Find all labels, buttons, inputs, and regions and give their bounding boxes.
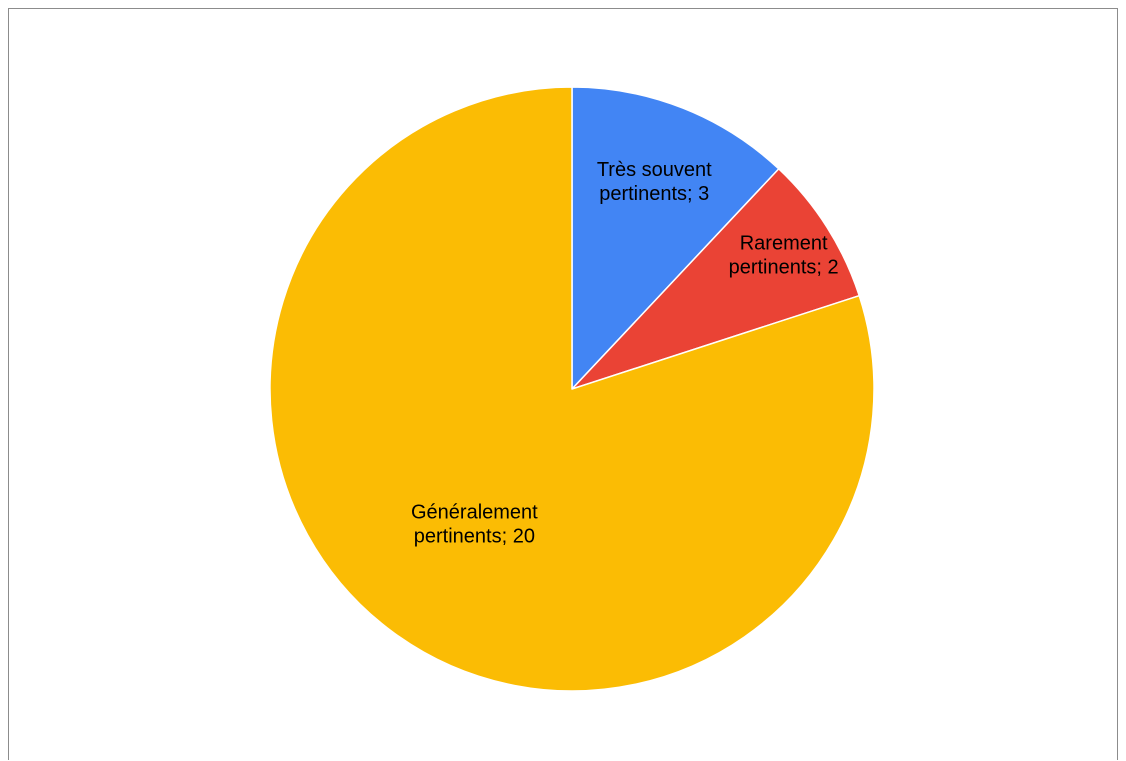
chart-frame: Très souvent pertinents; 3 Rarement pertine… [8, 8, 1118, 760]
pie-data-label-line: Très souvent [597, 159, 712, 181]
pie-data-label-3: Généralement pertinents; 20 [411, 501, 538, 547]
pie-slice-1 [571, 86, 780, 390]
pie-data-label-line: pertinents; 2 [729, 257, 839, 279]
pie-data-label-line: Généralement [411, 501, 538, 523]
pie-data-label-line: pertinents; 20 [414, 525, 535, 547]
pie-slice-3 [269, 86, 875, 692]
pie-slice-2 [571, 168, 860, 390]
pie-data-label-1: Très souvent pertinents; 3 [597, 159, 712, 205]
pie-slices [269, 86, 875, 692]
pie-data-label-2: Rarement pertinents; 2 [729, 233, 839, 279]
pie-data-label-line: pertinents; 3 [599, 183, 709, 205]
pie-data-label-line: Rarement [740, 233, 828, 255]
